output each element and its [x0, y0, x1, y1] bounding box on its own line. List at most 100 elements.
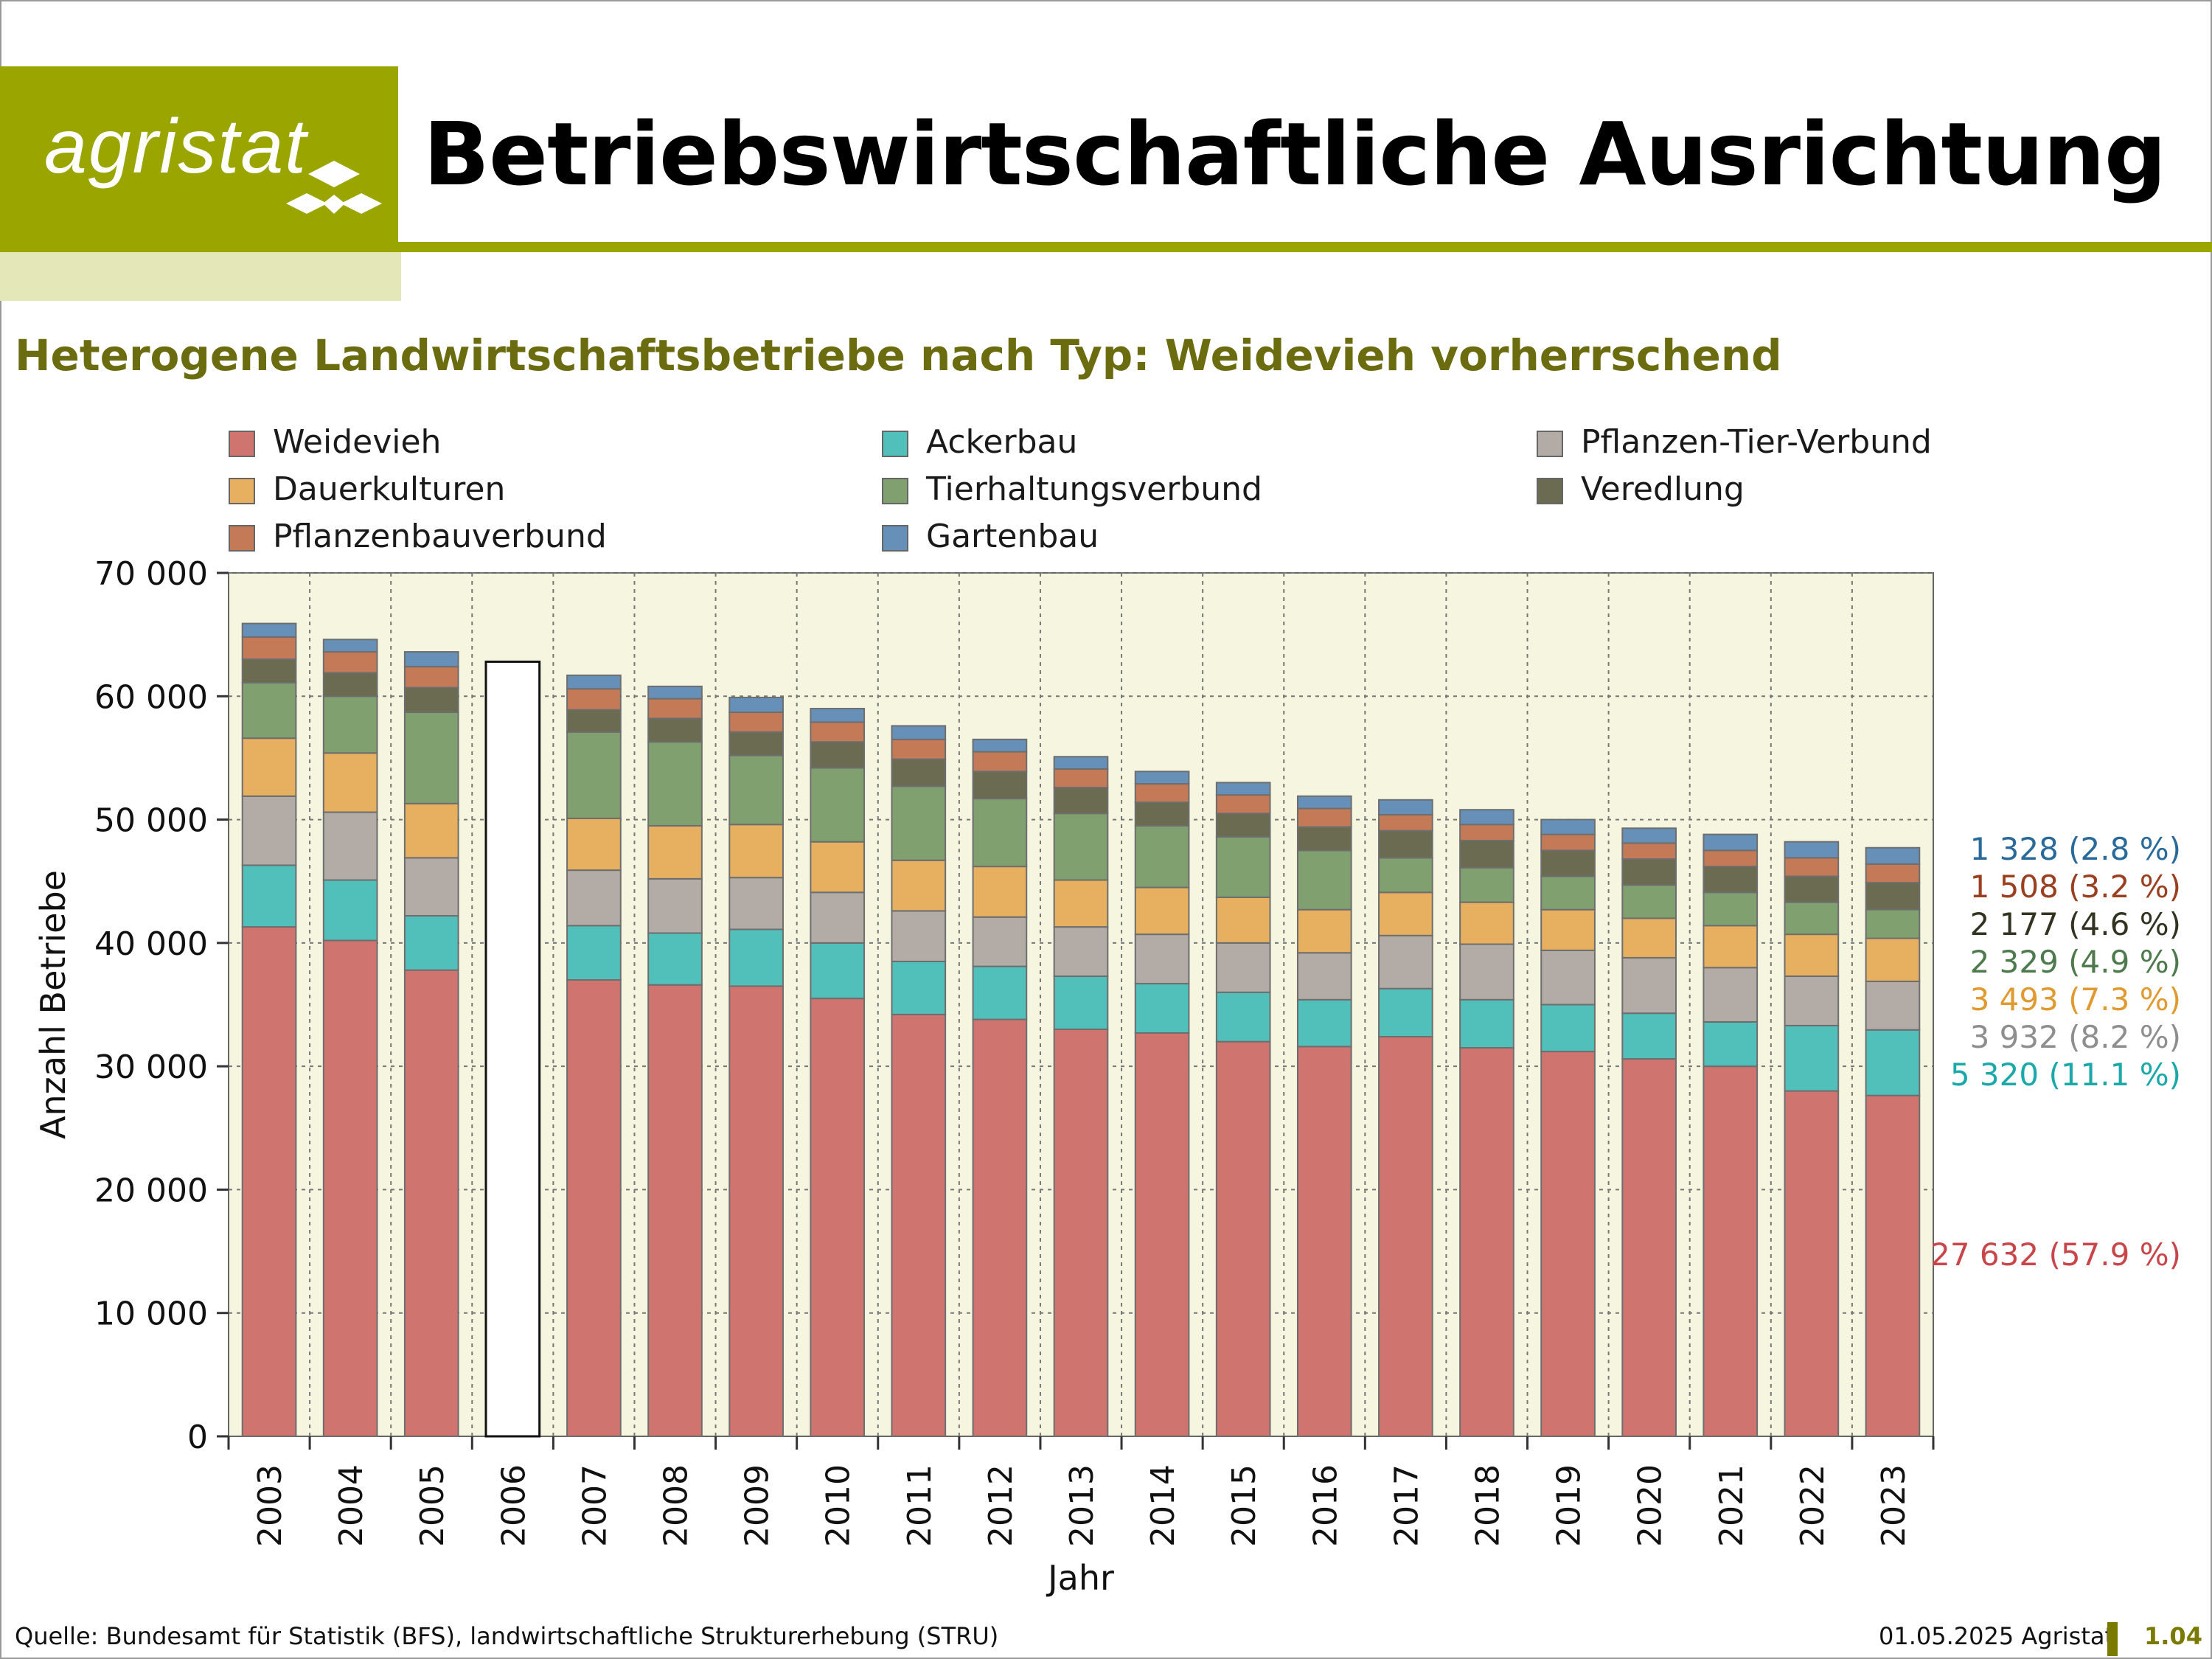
annotation-value: 5 320 — [1950, 1057, 2039, 1093]
bar-segment-weidevieh — [647, 984, 703, 1437]
bar-segment-pflanzenbauverbund — [1784, 857, 1840, 877]
bar-segment-pflanzenbauverbund — [891, 738, 947, 760]
bar-segment-ackerbau — [241, 864, 297, 928]
bar-segment-gartenbau — [647, 685, 703, 700]
bar-segment-veredlung — [1134, 801, 1190, 827]
bar-segment-pflanzenbauverbund — [1621, 842, 1677, 860]
bar-segment-weidevieh — [566, 979, 622, 1437]
bar-segment-dauerkulturen — [1215, 896, 1271, 944]
bar-segment-ackerbau — [728, 928, 784, 987]
bar-segment-veredlung — [728, 731, 784, 757]
bar-segment-pflanzenbauverbund — [566, 688, 622, 711]
legend-label: Dauerkulturen — [273, 470, 506, 508]
bar-segment-dauerkulturen — [647, 824, 703, 880]
y-tick-label: 0 — [187, 1419, 208, 1456]
annotation-percent: (11.1 %) — [2039, 1057, 2181, 1093]
annotation-percent: (7.3 %) — [2059, 981, 2181, 1018]
x-tick-label: 2012 — [982, 1464, 1020, 1547]
bar-segment-weidevieh — [891, 1013, 947, 1437]
legend-label: Pflanzenbauverbund — [273, 518, 607, 555]
bar-segment-weidevieh — [1784, 1090, 1840, 1437]
bar-segment-pflanzen-tier-verbund — [728, 877, 784, 931]
bar-segment-pflanzenbauverbund — [403, 666, 459, 689]
legend-swatch — [882, 478, 908, 504]
bar-segment-weidevieh — [1540, 1051, 1596, 1438]
bar-segment-gartenbau — [972, 738, 1028, 753]
annotation-veredlung: 2 177 (4.6 %) — [1970, 906, 2181, 942]
bar-segment-pflanzen-tier-verbund — [1296, 952, 1352, 1001]
bar-segment-veredlung — [1459, 840, 1514, 869]
x-tick-label: 2022 — [1794, 1464, 1832, 1547]
bar-segment-tierhaltungsverbund — [241, 681, 297, 740]
bar-segment-dauerkulturen — [403, 802, 459, 859]
x-tick-label: 2019 — [1551, 1464, 1588, 1547]
bar-segment-veredlung — [1215, 813, 1271, 838]
bar-segment-pflanzen-tier-verbund — [1459, 943, 1514, 1001]
bar-segment-gartenbau — [728, 696, 784, 714]
bar-segment-gartenbau — [1540, 818, 1596, 835]
annotation-value: 2 177 — [1970, 906, 2059, 942]
bar-segment-weidevieh — [1459, 1047, 1514, 1438]
bar-segment-gartenbau — [1703, 833, 1759, 852]
bar-segment-ackerbau — [1134, 983, 1190, 1034]
x-tick-label: 2015 — [1225, 1464, 1263, 1547]
bar-segment-gartenbau — [322, 639, 378, 653]
legend-swatch — [229, 525, 255, 552]
bar-segment-pflanzenbauverbund — [1215, 794, 1271, 815]
chart-subtitle: Heterogene Landwirtschaftsbetriebe nach … — [15, 330, 1782, 380]
stacked-bar-chart: 0 10 000 20 000 30 000 40 000 50 000 60 000 70 … — [33, 555, 2181, 1598]
annotation-gartenbau: 1 328 (2.8 %) — [1970, 831, 2181, 867]
annotation-percent: (4.6 %) — [2059, 906, 2181, 942]
bar-segment-weidevieh — [1865, 1094, 1921, 1437]
bar-segment-gartenbau — [403, 651, 459, 668]
x-tick-label: 2004 — [333, 1464, 370, 1547]
bar-segment-pflanzen-tier-verbund — [403, 857, 459, 917]
legend-label: Gartenbau — [926, 518, 1099, 555]
bar-segment-pflanzen-tier-verbund — [647, 877, 703, 934]
bar-segment-gartenbau — [241, 622, 297, 638]
bar-segment-ackerbau — [1865, 1029, 1921, 1096]
bar-segment-pflanzen-tier-verbund — [1053, 926, 1109, 978]
bar-segment-ackerbau — [1378, 987, 1433, 1037]
legend-label: Ackerbau — [926, 423, 1078, 461]
bar-segment-veredlung — [322, 672, 378, 698]
bar-segment-pflanzenbauverbund — [241, 636, 297, 661]
bar-segment-weidevieh — [728, 985, 784, 1437]
bar-segment-veredlung — [1865, 882, 1921, 911]
annotation-value: 1 328 — [1970, 831, 2059, 867]
bar-segment-veredlung — [1703, 866, 1759, 894]
bar-segment-tierhaltungsverbund — [728, 754, 784, 826]
bar-segment-dauerkulturen — [1784, 933, 1840, 978]
bar-segment-dauerkulturen — [1865, 937, 1921, 982]
bar-segment-pflanzenbauverbund — [1540, 833, 1596, 852]
bar-segment-pflanzen-tier-verbund — [972, 916, 1028, 967]
bar-segment-dauerkulturen — [972, 866, 1028, 918]
bar-segment-pflanzenbauverbund — [1865, 863, 1921, 884]
annotation-percent: (4.9 %) — [2059, 944, 2181, 980]
bar-segment-tierhaltungsverbund — [1134, 824, 1190, 888]
y-tick-label: 20 000 — [94, 1172, 208, 1209]
bar-segment-tierhaltungsverbund — [891, 785, 947, 861]
bar-segment-veredlung — [403, 686, 459, 714]
bar-segment-dauerkulturen — [241, 737, 297, 797]
bar-segment-pflanzenbauverbund — [1459, 824, 1514, 842]
legend-swatch — [229, 431, 255, 457]
bar-segment-ackerbau — [322, 879, 378, 942]
annotation-pflanzen-tier-verbund: 3 932 (8.2 %) — [1970, 1019, 2181, 1055]
bar-segment-veredlung — [1378, 830, 1433, 859]
bar-segment-tierhaltungsverbund — [1865, 908, 1921, 939]
bar-segment-weidevieh — [322, 939, 378, 1438]
bar-segment-veredlung — [241, 658, 297, 684]
bar-segment-pflanzen-tier-verbund — [322, 811, 378, 881]
bar-segment-tierhaltungsverbund — [1215, 835, 1271, 898]
logo-diamond-icon — [286, 161, 382, 214]
bar-segment-pflanzenbauverbund — [1296, 807, 1352, 828]
bar-segment-ackerbau — [1459, 998, 1514, 1049]
bar-segment-dauerkulturen — [1053, 879, 1109, 928]
x-tick-label: 2021 — [1713, 1464, 1750, 1547]
bar-segment-ackerbau — [1296, 998, 1352, 1048]
x-tick-label: 2014 — [1144, 1464, 1182, 1547]
bar-segment-ackerbau — [1215, 991, 1271, 1043]
footer-date: 01.05.2025 Agristat — [1879, 1622, 2115, 1650]
y-tick-label: 50 000 — [94, 802, 208, 840]
